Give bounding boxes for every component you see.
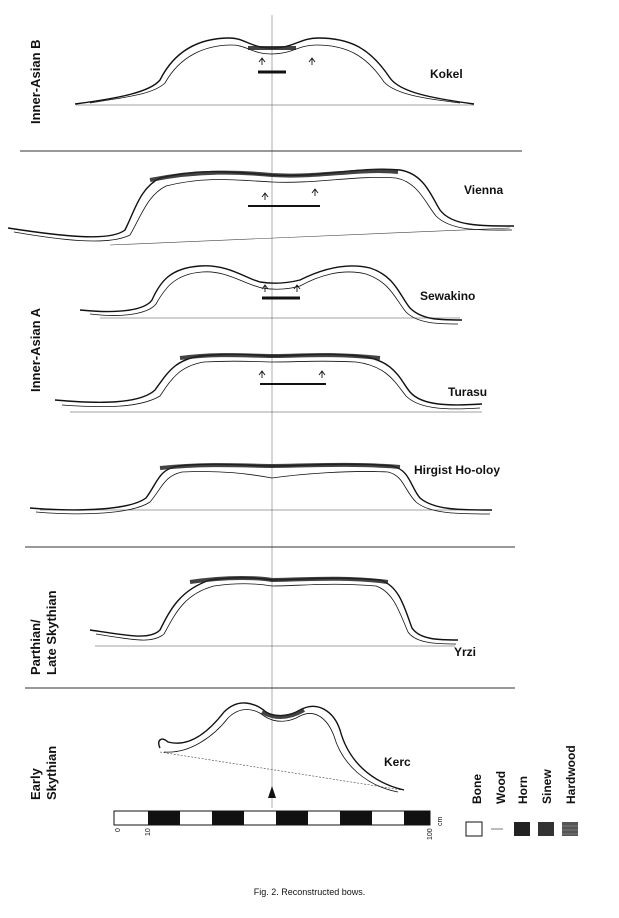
axis-arrow bbox=[268, 786, 276, 798]
bow-label-sewakino: Sewakino bbox=[420, 289, 475, 303]
svg-text:Early: Early bbox=[28, 767, 43, 800]
legend-label-sinew: Sinew bbox=[540, 769, 554, 804]
legend-swatch-bone bbox=[465, 821, 483, 837]
bow-label-kokel: Kokel bbox=[430, 67, 463, 81]
bow-label-turasu: Turasu bbox=[448, 385, 487, 399]
legend-swatch-horn bbox=[514, 822, 530, 836]
bow-label-kerc: Kerc bbox=[384, 755, 411, 769]
bow-yrzi: Yrzi bbox=[89, 576, 476, 659]
svg-text:Skythian: Skythian bbox=[44, 746, 59, 800]
bow-label-hirgist: Hirgist Ho-oloy bbox=[414, 463, 500, 477]
group-label-inner-asian-a: Inner-Asian A bbox=[28, 307, 43, 392]
group-label-inner-asian-b: Inner-Asian B bbox=[28, 39, 43, 124]
legend-label-hardwood: Hardwood bbox=[564, 745, 578, 804]
group-label-early-skythian: Early Skythian bbox=[28, 746, 59, 800]
scale-tick-100: 100 bbox=[427, 828, 434, 840]
scale-tick-10: 10 bbox=[145, 828, 152, 836]
bow-kokel: Kokel bbox=[74, 37, 475, 106]
bow-sewakino: Sewakino bbox=[79, 265, 475, 325]
scale-unit: cm bbox=[437, 817, 444, 827]
svg-text:Late Skythian: Late Skythian bbox=[44, 590, 59, 675]
scale-bar: 0 10 100 cm bbox=[113, 810, 444, 840]
legend-label-bone: Bone bbox=[470, 774, 484, 804]
bow-kerc: Kerc bbox=[158, 702, 411, 793]
legend-label-wood: Wood bbox=[494, 771, 508, 804]
bow-label-yrzi: Yrzi bbox=[454, 645, 476, 659]
bow-hirgist: Hirgist Ho-oloy bbox=[29, 462, 500, 515]
bow-turasu: Turasu bbox=[54, 353, 487, 413]
group-label-parthian: Parthian/ Late Skythian bbox=[28, 590, 59, 675]
figure-caption: Fig. 2. Reconstructed bows. bbox=[253, 887, 366, 897]
legend-swatch-hardwood bbox=[562, 822, 578, 836]
legend-swatch-sinew bbox=[538, 822, 554, 836]
scale-tick-0: 0 bbox=[115, 828, 122, 832]
legend-swatch-wood bbox=[491, 828, 503, 830]
bow-label-vienna: Vienna bbox=[464, 183, 503, 197]
bow-vienna: Vienna bbox=[7, 168, 515, 246]
legend-label-horn: Horn bbox=[516, 776, 530, 804]
legend: Bone Wood Horn Sinew Hardwood bbox=[465, 745, 578, 837]
svg-text:Parthian/: Parthian/ bbox=[28, 619, 43, 675]
